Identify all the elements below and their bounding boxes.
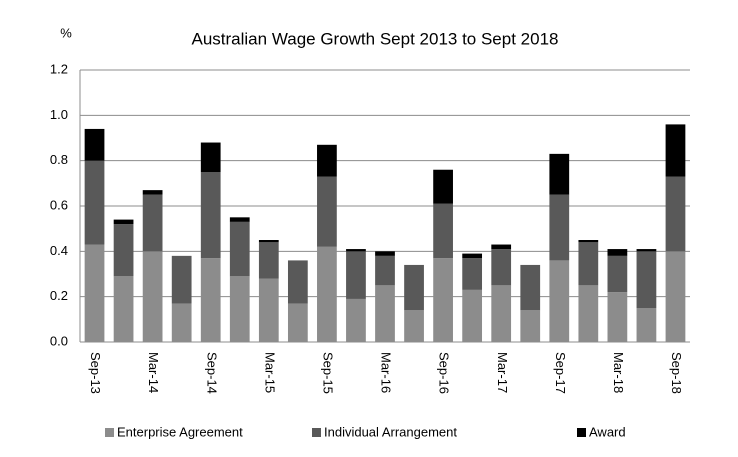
bar-segment	[113, 276, 134, 342]
bar-segment	[433, 203, 453, 259]
legend-swatch	[312, 428, 321, 437]
x-tick-label: Mar-14	[146, 352, 161, 393]
bar-segment	[636, 251, 657, 308]
bar-segment	[113, 224, 134, 277]
bar-segment	[200, 142, 221, 172]
bar-segment	[84, 128, 105, 161]
x-tick-label: Mar-18	[611, 352, 626, 393]
x-tick-label: Sep-15	[320, 352, 335, 394]
x-tick-label: Sep-13	[88, 352, 103, 394]
bar-segment	[607, 249, 628, 256]
legend-swatch	[105, 428, 114, 437]
bar-segment	[229, 217, 250, 222]
x-tick-label: Sep-16	[437, 352, 452, 394]
bar-segment	[258, 240, 279, 243]
x-tick-label: Mar-17	[495, 352, 510, 393]
bar-segment	[84, 244, 105, 342]
bar-segment	[142, 194, 163, 252]
bar-segment	[462, 258, 483, 290]
bar-segment	[171, 255, 192, 304]
bar-segment	[200, 172, 221, 259]
chart-title: Australian Wage Growth Sept 2013 to Sept…	[192, 29, 559, 48]
y-tick-label: 1.0	[50, 107, 68, 122]
bar-segment	[462, 253, 483, 259]
bar-segment	[346, 249, 366, 252]
bar-segment	[665, 251, 686, 342]
bar-segment	[287, 303, 308, 342]
bar-segment	[520, 264, 541, 311]
bar-segment	[346, 298, 366, 342]
legend-label: Award	[589, 424, 626, 439]
bar-segment	[549, 260, 570, 342]
bar-segment	[549, 153, 570, 195]
y-axis-label: %	[60, 25, 72, 40]
y-tick-label: 0.4	[50, 243, 68, 258]
bar-segment	[636, 249, 657, 252]
bar-segment	[491, 244, 512, 250]
bar-segment	[229, 276, 250, 342]
bar-segment	[375, 251, 395, 256]
bar-segment	[433, 169, 453, 204]
bar-segment	[607, 255, 628, 293]
bar-segment	[229, 221, 250, 277]
bar-segment	[171, 303, 192, 342]
x-tick-label: Sep-14	[204, 352, 219, 394]
bar-segment	[433, 258, 453, 342]
x-tick-label: Sep-18	[669, 352, 684, 394]
bar-segment	[287, 260, 308, 304]
bar-segment	[665, 124, 686, 177]
bar-segment	[636, 308, 657, 342]
y-tick-label: 0.8	[50, 152, 68, 167]
bar-segment	[258, 278, 279, 342]
bar-segment	[317, 176, 337, 247]
x-tick-label: Mar-15	[262, 352, 277, 393]
bar-segment	[142, 190, 163, 195]
x-tick-label: Mar-16	[379, 352, 394, 393]
bar-segment	[462, 289, 483, 342]
bar-segment	[665, 176, 686, 252]
y-tick-label: 1.2	[50, 61, 68, 76]
bar-segment	[578, 242, 599, 286]
bar-segment	[317, 144, 337, 177]
bar-segment	[258, 242, 279, 279]
x-tick-label: Sep-17	[553, 352, 568, 394]
legend-label: Individual Arrangement	[324, 424, 457, 439]
bar-segment	[549, 194, 570, 261]
bar-segment	[491, 285, 512, 342]
bar-segment	[607, 292, 628, 342]
bar-segment	[346, 251, 366, 299]
y-tick-label: 0.6	[50, 197, 68, 212]
bar-segment	[84, 160, 105, 245]
bar-segment	[404, 264, 424, 311]
bar-segment	[375, 255, 395, 286]
bar-segment	[404, 310, 424, 342]
y-tick-label: 0.2	[50, 288, 68, 303]
legend-swatch	[577, 428, 586, 437]
bar-segment	[578, 285, 599, 342]
y-tick-label: 0.0	[50, 333, 68, 348]
bar-segment	[317, 246, 337, 342]
bar-segment	[578, 240, 599, 243]
legend-label: Enterprise Agreement	[117, 424, 243, 439]
bar-segment	[142, 251, 163, 342]
bar-segment	[113, 219, 134, 225]
bar-segment	[491, 249, 512, 286]
bar-segment	[375, 285, 395, 342]
bar-segment	[520, 310, 541, 342]
bar-segment	[200, 258, 221, 342]
